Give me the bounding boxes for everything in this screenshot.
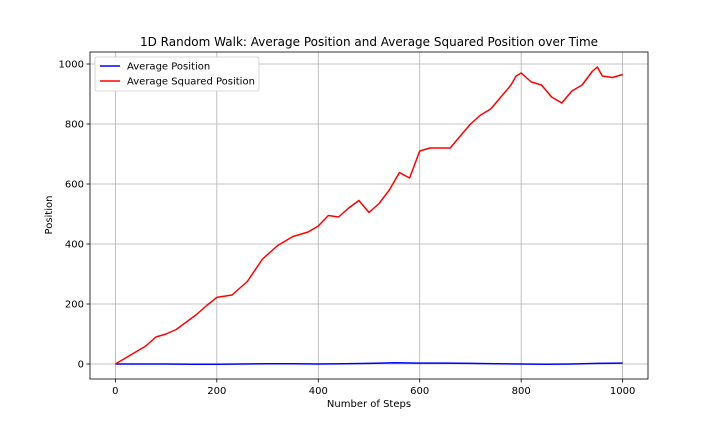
series-line-average-squared-position	[115, 66, 623, 365]
legend-label-average-squared-position: Average Squared Position	[127, 77, 255, 88]
y-axis-label: Position	[44, 196, 55, 235]
chart-title: 1D Random Walk: Average Position and Ave…	[140, 35, 598, 49]
y-tick-label: 1000	[59, 60, 84, 71]
x-tick-label: 600	[410, 386, 429, 397]
x-axis: 0 200 400 600 800 1000	[112, 379, 635, 397]
x-tick-label: 800	[512, 386, 531, 397]
legend-label-average-position: Average Position	[127, 62, 210, 73]
y-axis: 0 200 400 600 800 1000	[59, 60, 90, 371]
x-tick-label: 0	[112, 386, 118, 397]
y-tick-label: 200	[65, 300, 84, 311]
series-layer	[115, 66, 623, 366]
legend-box	[94, 56, 260, 92]
y-tick-label: 600	[65, 180, 84, 191]
series-line-average-position	[115, 362, 623, 366]
x-tick-label: 400	[309, 386, 328, 397]
y-tick-label: 0	[78, 360, 84, 371]
y-tick-label: 400	[65, 240, 84, 251]
x-axis-label: Number of Steps	[327, 399, 411, 410]
legend: Average Position Average Squared Positio…	[94, 56, 260, 92]
plot-frame	[89, 51, 649, 380]
x-tick-label: 1000	[610, 386, 635, 397]
y-tick-label: 800	[65, 120, 84, 131]
x-tick-label: 200	[207, 386, 226, 397]
